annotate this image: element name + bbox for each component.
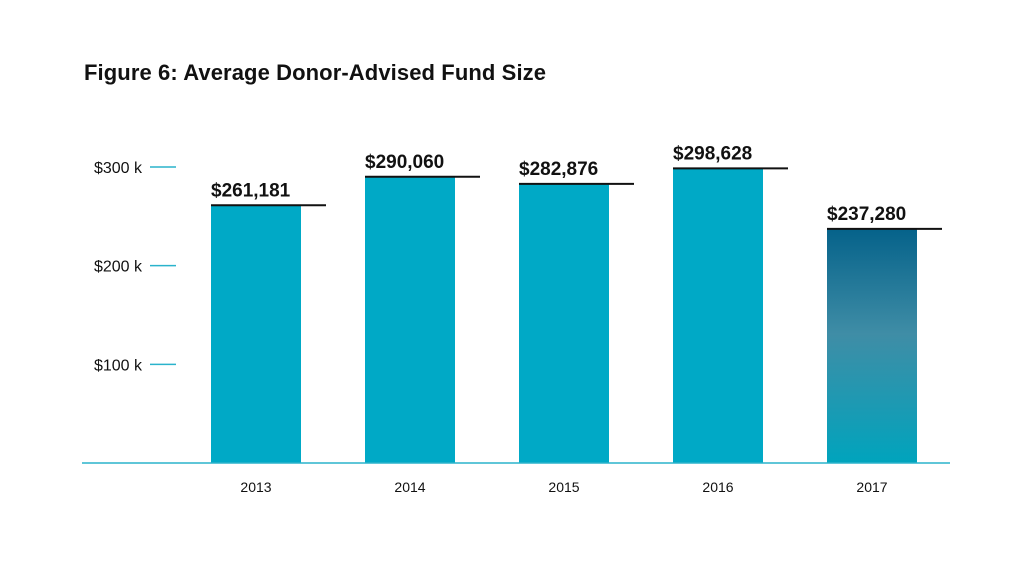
category-label-2013: 2013 — [240, 479, 271, 495]
bar-2015 — [519, 183, 609, 463]
x-axis-labels: 2013 2014 2015 2016 2017 — [240, 479, 887, 495]
chart-title: Figure 6: Average Donor-Advised Fund Siz… — [84, 60, 547, 85]
y-tick-label: $100 k — [94, 357, 143, 374]
value-labels-group: $261,181 $290,060 $282,876 $298,628 $237,280 — [211, 143, 942, 230]
value-label-2016: $298,628 — [673, 143, 752, 164]
category-label-2014: 2014 — [394, 479, 425, 495]
value-label-2015: $282,876 — [519, 159, 598, 180]
bar-2017 — [827, 228, 917, 463]
bars-group — [211, 168, 917, 464]
value-label-2013: $261,181 — [211, 180, 291, 201]
category-label-2016: 2016 — [702, 479, 733, 495]
y-tick-label: $300 k — [94, 160, 143, 177]
bar-2013 — [211, 205, 301, 464]
y-tick-label: $200 k — [94, 259, 143, 276]
bar-2014 — [365, 176, 455, 463]
category-label-2017: 2017 — [856, 479, 887, 495]
category-label-2015: 2015 — [548, 479, 579, 495]
value-label-2014: $290,060 — [365, 152, 444, 173]
y-axis: $100 k $200 k $300 k — [94, 160, 176, 374]
value-label-2017: $237,280 — [827, 204, 906, 225]
bar-2016 — [673, 168, 763, 464]
